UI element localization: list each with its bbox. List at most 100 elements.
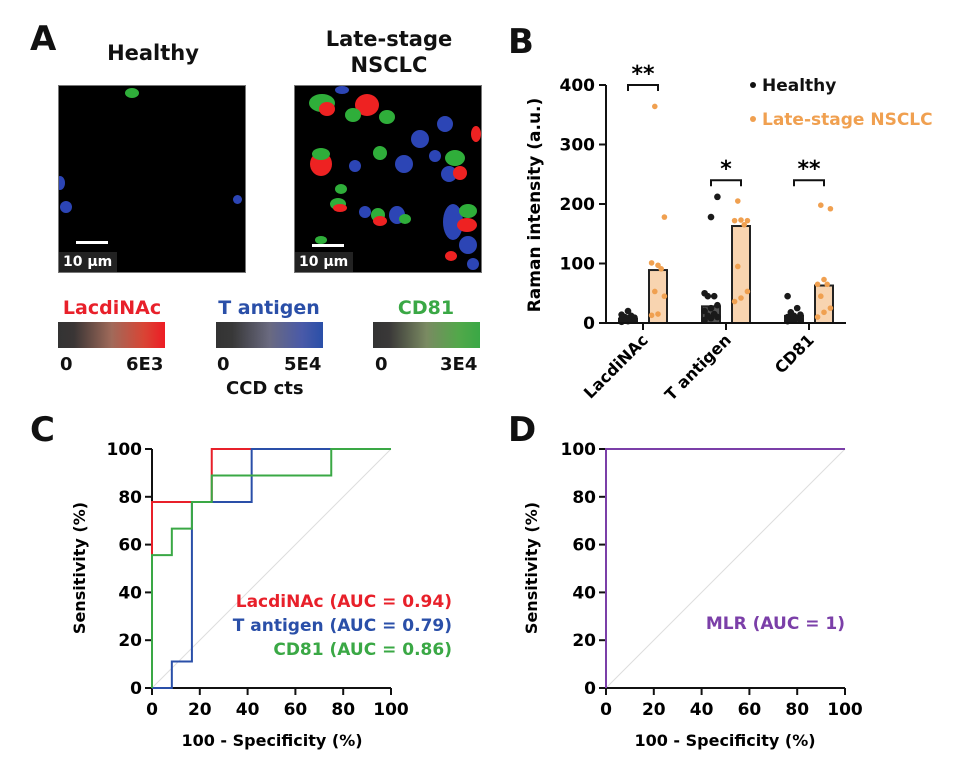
data-point-nsclc [827,205,834,212]
data-point-healthy [627,312,635,320]
cell-blob [315,236,327,244]
significance-stars: ** [631,62,655,87]
data-point-nsclc [821,309,827,316]
colorbar-unit: CCD cts [226,378,304,399]
b-ytick-label: 200 [560,195,596,215]
significance-stars: * [720,157,732,182]
cell-blob [349,160,361,172]
cell-blob [319,102,335,116]
data-point-healthy [714,301,721,309]
healthy-title: Healthy [107,41,199,65]
data-point-nsclc [735,198,741,204]
colorbar-t-antigen [216,322,323,348]
cell-blob [233,195,242,204]
data-point-nsclc [661,293,668,300]
cell-blob [355,94,379,116]
legend-healthy: Healthy [762,76,836,96]
data-point-healthy [701,289,708,297]
scale-bar [312,244,344,247]
bar-nsclc [731,225,751,324]
cell-blob [335,184,347,194]
data-point-healthy [797,311,804,318]
nsclc-micrograph: 10 µm [294,85,482,273]
cell-blob [445,251,457,261]
data-point-nsclc [738,217,744,223]
panel-label-d: D [508,410,537,450]
panel-label-b: B [508,22,534,62]
data-point-nsclc [814,281,821,288]
significance-bracket [627,84,659,91]
cell-blob [437,116,453,132]
panel-label-a: A [30,19,57,59]
cell-blob [395,155,413,173]
data-point-nsclc [827,305,834,311]
data-point-healthy [704,312,712,320]
b-ytick-label: 100 [560,255,596,275]
cell-blob [457,218,477,232]
cell-blob [443,204,463,240]
significance-bracket [710,179,742,187]
cell-blob [459,204,477,218]
cell-blob [445,150,465,166]
b-ytick-label: 0 [583,314,595,334]
scale-bar [76,241,108,244]
data-point-nsclc [824,281,830,288]
data-point-nsclc [731,298,738,305]
colorbar-max-lacdinac: 6E3 [126,354,164,375]
cell-blob [125,88,139,98]
b-ytick-label: 400 [560,76,596,96]
data-point-nsclc [652,103,658,110]
colorbar-lacdinac [58,322,165,348]
data-point-healthy [710,310,718,318]
panel-label-c: C [30,410,55,450]
data-point-healthy [618,311,625,318]
data-point-healthy [784,313,791,321]
cell-blob [471,126,481,142]
data-point-nsclc [744,288,751,295]
cell-blob [312,148,330,160]
data-point-healthy [787,308,795,316]
scale-bar-label: 10 µm [295,252,354,272]
nsclc-title-line1: Late-stage [325,27,453,51]
data-point-nsclc [744,217,751,224]
colorbar-cd81 [373,322,480,348]
data-point-nsclc [652,288,658,295]
data-point-nsclc [648,260,655,266]
cell-blob [373,216,387,226]
data-point-nsclc [818,202,824,208]
b-xtick-label: CD81 [771,330,818,377]
data-point-healthy [793,304,801,312]
data-point-nsclc [738,295,744,301]
data-point-healthy [707,304,715,312]
colorbar-max-cd81: 3E4 [440,354,478,375]
data-point-nsclc [731,217,738,224]
cell-blob [411,130,429,148]
nsclc-title-line2: NSCLC [350,53,428,77]
cell-blob [399,214,411,224]
data-point-healthy [710,292,718,300]
data-point-healthy [784,292,791,300]
data-point-nsclc [821,276,827,283]
data-point-nsclc [818,293,824,300]
data-point-nsclc [655,311,661,317]
legend-marker-healthy [750,82,756,88]
colorbar-title-lacdinac: LacdiNAc [62,297,162,319]
data-point-nsclc [814,314,821,320]
scale-bar-label: 10 µm [59,252,118,272]
data-point-nsclc [741,222,747,228]
legend-marker-nsclc [750,116,756,122]
colorbar-min-lacdinac: 0 [60,354,73,375]
cell-blob [373,146,387,160]
data-point-nsclc [661,214,668,220]
data-point-healthy [624,307,632,315]
cell-blob [345,108,361,122]
data-point-healthy [714,193,721,201]
healthy-micrograph: 10 µm [58,85,246,273]
colorbar-title-t-antigen: T antigen [218,297,320,319]
cell-blob [379,110,395,124]
b-xtick-label: LacdiNAc [580,330,652,402]
data-point-nsclc [735,263,741,270]
b-ylabel: Raman intensity (a.u.) [525,98,545,313]
data-point-nsclc [655,262,661,269]
